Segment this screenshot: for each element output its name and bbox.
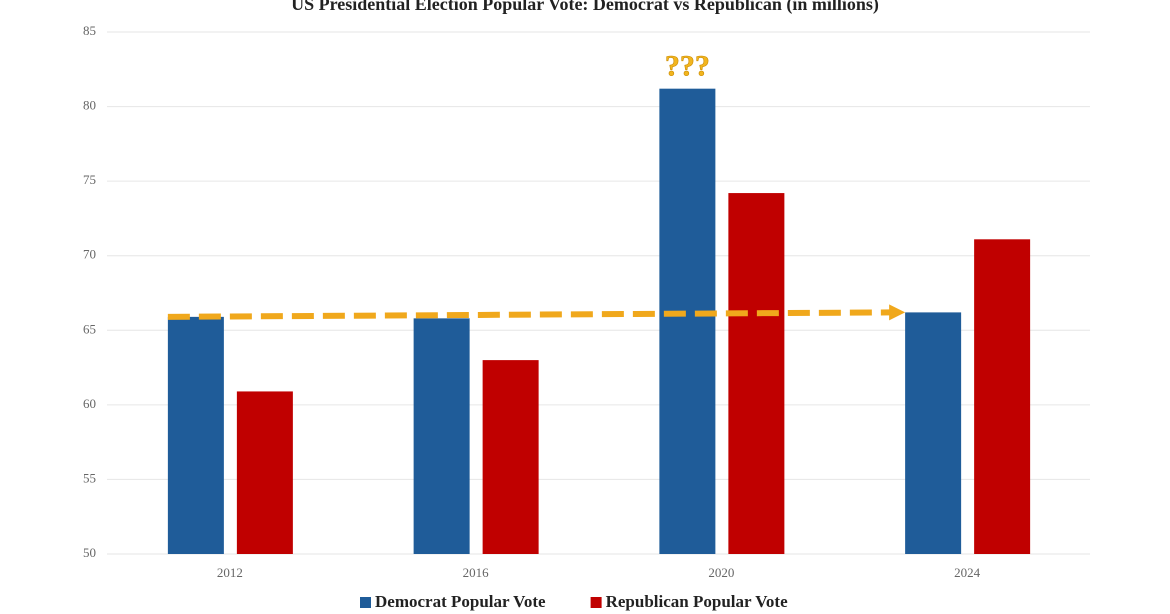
bar (236, 391, 293, 554)
bar (413, 318, 470, 554)
bar (482, 360, 539, 554)
y-tick-label: 70 (83, 247, 96, 262)
chart-title: US Presidential Election Popular Vote: D… (291, 0, 879, 15)
x-tick-label: 2012 (217, 565, 243, 580)
bar (167, 316, 224, 554)
y-tick-label: 80 (83, 98, 96, 113)
y-tick-label: 50 (83, 545, 96, 560)
y-tick-label: 65 (83, 321, 96, 336)
bar (728, 193, 785, 554)
bar (659, 88, 716, 554)
x-tick-label: 2024 (954, 565, 981, 580)
y-tick-label: 55 (83, 470, 96, 485)
legend-swatch (360, 597, 371, 608)
annotation: ??? (665, 50, 710, 83)
trend-arrow (167, 309, 892, 320)
x-tick-label: 2016 (463, 565, 490, 580)
legend-label: Democrat Popular Vote (375, 592, 546, 611)
bar (974, 239, 1031, 554)
trend-arrowhead (889, 304, 906, 321)
legend-swatch (590, 597, 602, 608)
x-tick-label: 2020 (708, 565, 734, 580)
bar (905, 312, 962, 554)
y-tick-label: 85 (83, 23, 96, 38)
y-tick-label: 75 (83, 172, 96, 187)
legend-label: Republican Popular Vote (606, 592, 788, 611)
y-tick-label: 60 (83, 396, 96, 411)
